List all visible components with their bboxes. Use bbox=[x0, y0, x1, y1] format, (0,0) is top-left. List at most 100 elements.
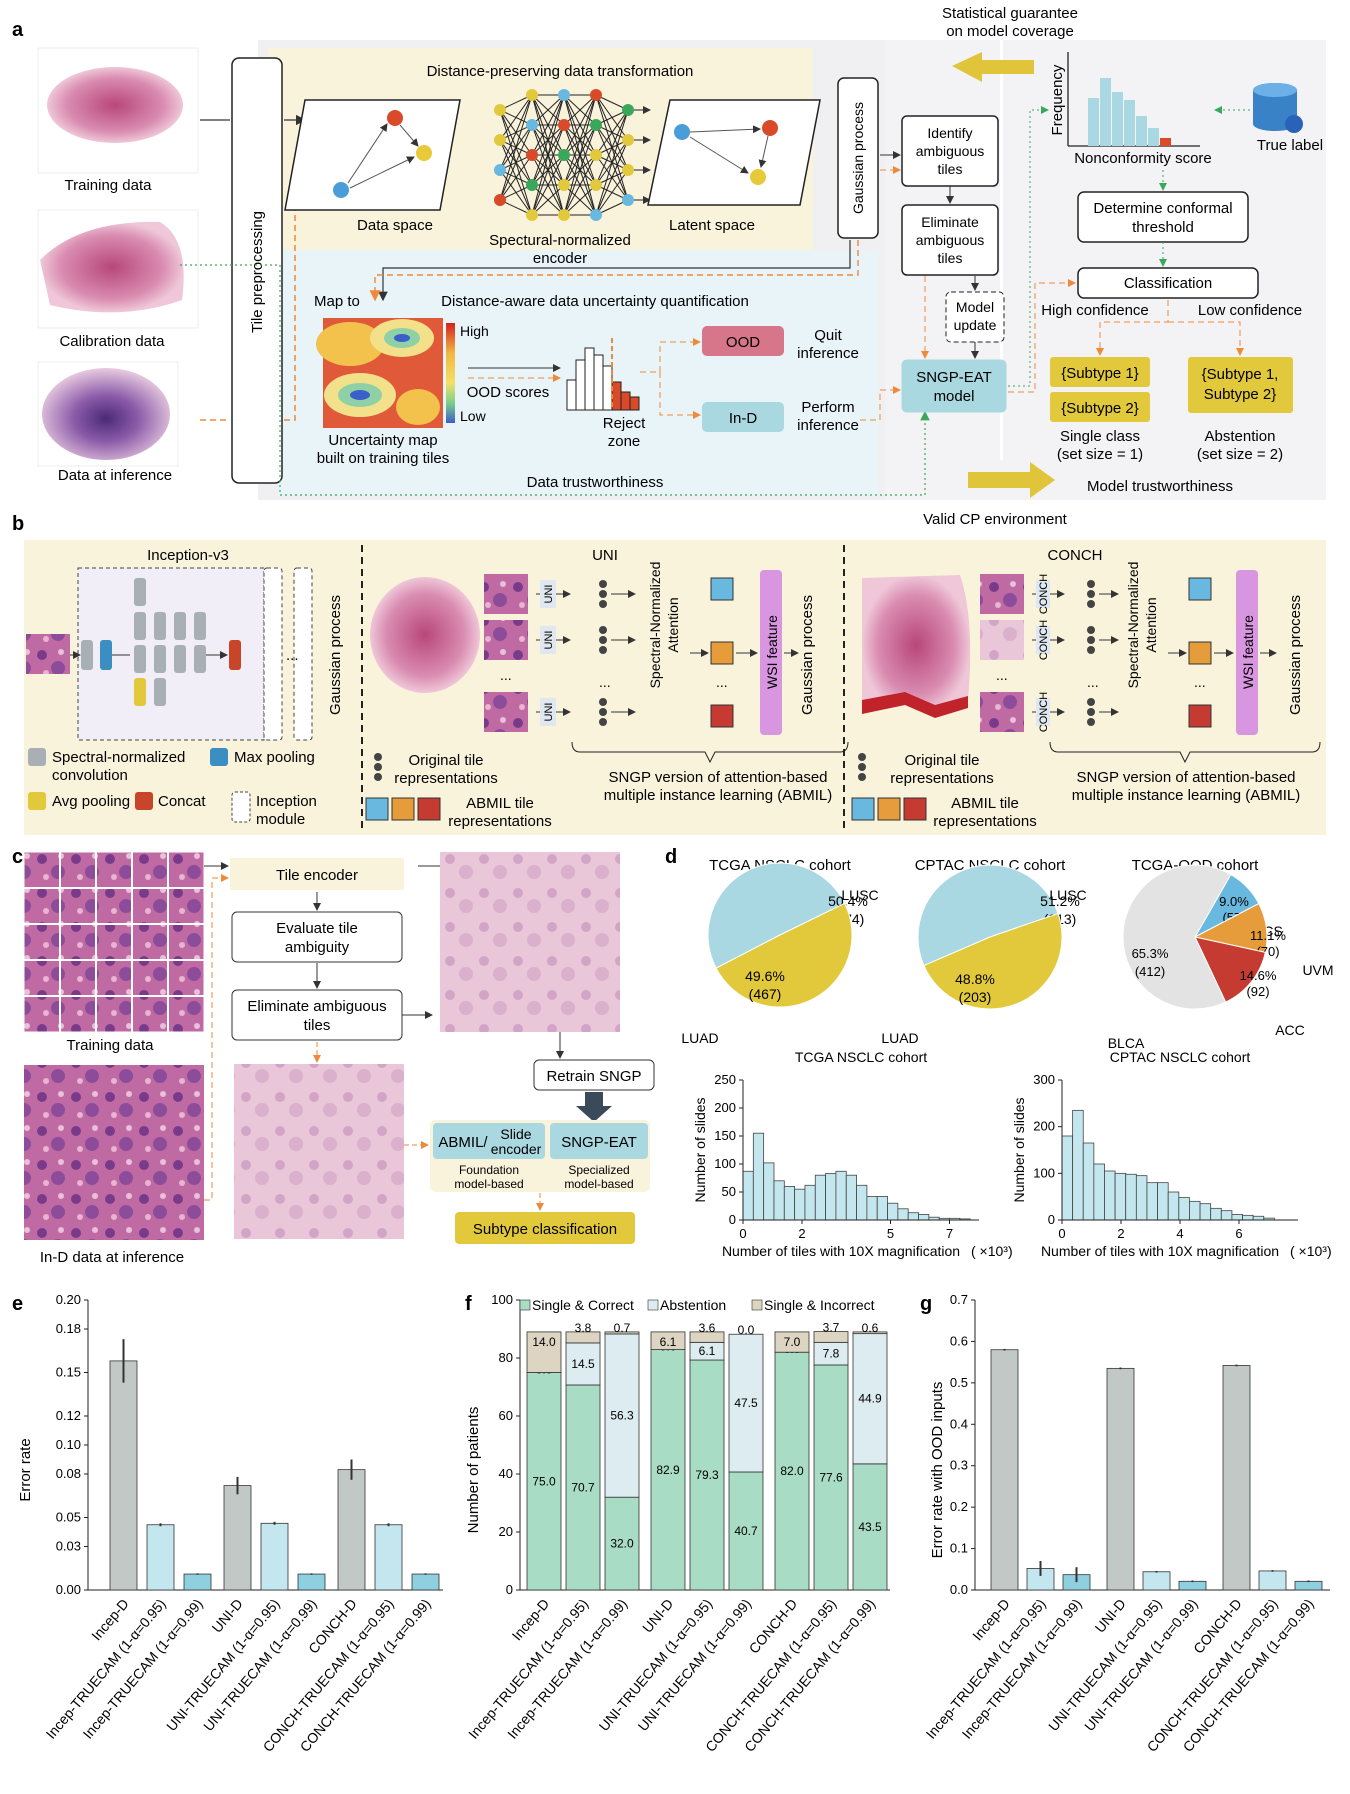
uni-attention-l1: Spectral-Normalized bbox=[647, 562, 663, 689]
hist-unit: ( ×10³) bbox=[971, 1243, 1013, 1259]
gaussian-process-label: Gaussian process bbox=[850, 102, 866, 214]
y-tick-label: 0.2 bbox=[950, 1499, 968, 1514]
stacked-value-label: 43.5 bbox=[858, 1520, 882, 1534]
c-training-label: Training data bbox=[67, 1037, 155, 1054]
stacked-segment bbox=[774, 1331, 810, 1353]
ood-score-histogram bbox=[566, 338, 640, 411]
eliminate-l1: Eliminate bbox=[921, 214, 979, 230]
panel-label-a: a bbox=[12, 19, 24, 41]
legend-label: Single & Incorrect bbox=[764, 1297, 875, 1313]
sngp-eat-model-box bbox=[901, 359, 1007, 413]
subtype1-label: {Subtype 1} bbox=[1061, 365, 1139, 382]
error-bar bbox=[411, 1573, 440, 1591]
e-ylabel: Error rate bbox=[17, 1438, 34, 1501]
y-tick-label: 0.08 bbox=[56, 1466, 81, 1481]
ood-label: OOD bbox=[726, 334, 760, 351]
stacked-value-label: 77.6 bbox=[819, 1470, 843, 1484]
pie-slice-pct: 14.6% bbox=[1240, 968, 1277, 983]
subtype12-l1: {Subtype 1, bbox=[1202, 366, 1279, 383]
embedding-dot bbox=[1087, 708, 1095, 716]
pie-slice-pct: 11.1% bbox=[1250, 928, 1286, 943]
input-tile-image bbox=[26, 634, 70, 674]
subtype1-box bbox=[1050, 357, 1150, 387]
network-node bbox=[526, 149, 538, 161]
network-node bbox=[558, 209, 570, 221]
abstention-l1: Abstention bbox=[1205, 428, 1276, 445]
panel-label-f: f bbox=[465, 1293, 472, 1315]
stacked-segment bbox=[604, 1333, 640, 1498]
reject-zone-l1: Reject bbox=[603, 415, 646, 432]
c-tile-encoder-box bbox=[230, 858, 404, 890]
y-tick-label: 100 bbox=[491, 1292, 513, 1307]
classification-box bbox=[1077, 267, 1259, 299]
stacked-segment bbox=[689, 1359, 725, 1591]
hist-bar bbox=[1104, 1170, 1116, 1221]
eliminate-l2: ambiguous bbox=[916, 232, 985, 248]
model-trust-arrow bbox=[968, 462, 1055, 498]
encoder-tag-label: UNI bbox=[543, 585, 555, 604]
legend-conv-l2: convolution bbox=[52, 767, 128, 784]
y-tick-label: 0.12 bbox=[56, 1408, 81, 1423]
network-node bbox=[590, 179, 602, 191]
d-pie-charts: TCGA NSCLC cohort50.4%(474)LUSC49.6%(467… bbox=[681, 857, 1333, 1051]
stat-guarantee-l2: on model coverage bbox=[946, 23, 1074, 40]
x-category-label: UNI-D bbox=[209, 1596, 246, 1636]
stacked-segment bbox=[565, 1331, 601, 1344]
conch-original-l2: representations bbox=[890, 770, 993, 787]
ood-error-bar bbox=[1106, 1367, 1135, 1591]
stacked-value-label: 82.0 bbox=[780, 1464, 804, 1478]
pie-slice-pct: 48.8% bbox=[955, 971, 995, 987]
encoder-tag bbox=[540, 626, 556, 654]
pie-slice bbox=[923, 912, 1063, 1010]
hist-bar bbox=[1167, 1191, 1180, 1221]
stacked-value-label: 70.7 bbox=[571, 1480, 595, 1494]
c-subtype-label: Subtype classification bbox=[473, 1221, 617, 1238]
high-label: High bbox=[460, 323, 489, 339]
uni-gp-label: Gaussian process bbox=[799, 595, 816, 715]
sngp-l2: model bbox=[934, 388, 975, 405]
hist-ylabel: Number of slides bbox=[692, 1097, 708, 1202]
hist-bar bbox=[1178, 1197, 1190, 1221]
embedding-dot bbox=[599, 580, 607, 588]
hist-ytick: 150 bbox=[714, 1128, 736, 1143]
hist-bar bbox=[1189, 1200, 1201, 1221]
uni-attention-l2: Attention bbox=[665, 597, 681, 652]
hist-bar bbox=[783, 1186, 796, 1221]
stacked-segment bbox=[526, 1331, 562, 1373]
y-tick-label: 60 bbox=[499, 1408, 513, 1423]
conch-wsi-image bbox=[862, 575, 971, 718]
hist-bar bbox=[1093, 1163, 1105, 1221]
pie-slice-name: LUAD bbox=[681, 1030, 718, 1046]
hist-xtick: 5 bbox=[887, 1226, 894, 1241]
embedding-dot bbox=[599, 590, 607, 598]
legend-inception-l1: Inception bbox=[256, 793, 317, 810]
conch-original-legend-icon bbox=[858, 753, 866, 781]
pie-slice-n: (467) bbox=[749, 986, 782, 1002]
g-ylabel: Error rate with OOD inputs bbox=[929, 1382, 946, 1559]
hist-ytick: 100 bbox=[1033, 1165, 1055, 1180]
hist-ytick: 0 bbox=[1048, 1212, 1055, 1227]
hist-bar bbox=[763, 1162, 775, 1221]
single-class-l2: (set size = 1) bbox=[1057, 446, 1143, 463]
legend-avgpool: Avg pooling bbox=[52, 793, 130, 810]
map-to-label: Map to bbox=[314, 293, 360, 310]
conch-original-l1: Original tile bbox=[904, 752, 979, 769]
training-grid-image bbox=[23, 851, 205, 1033]
hist-bar bbox=[1146, 1182, 1158, 1221]
y-tick-label: 0.1 bbox=[950, 1541, 968, 1556]
hist-bar bbox=[742, 1170, 754, 1221]
e-error-rate-chart: 0.000.030.050.080.100.120.150.180.20Ince… bbox=[43, 1292, 443, 1755]
f-ylabel: Number of patients bbox=[465, 1407, 482, 1534]
legend-conv-l1: Spectral-normalized bbox=[52, 749, 185, 766]
uni-ellipsis-1: ... bbox=[500, 667, 512, 683]
identify-l3: tiles bbox=[938, 161, 963, 177]
network-node bbox=[590, 119, 602, 131]
hist-bar bbox=[897, 1208, 909, 1221]
hist-ytick: 250 bbox=[714, 1072, 736, 1087]
f-patients-stacked-chart: 0 20 40 60 80 100 75.0 0.0 14.0 70.7 14.5 3.8 32.0 56… bbox=[465, 1292, 890, 1755]
network-node bbox=[590, 209, 602, 221]
high-confidence-label: High confidence bbox=[1041, 302, 1149, 319]
conch-attention-l2: Attention bbox=[1143, 597, 1159, 652]
latent-space-label: Latent space bbox=[669, 217, 755, 234]
